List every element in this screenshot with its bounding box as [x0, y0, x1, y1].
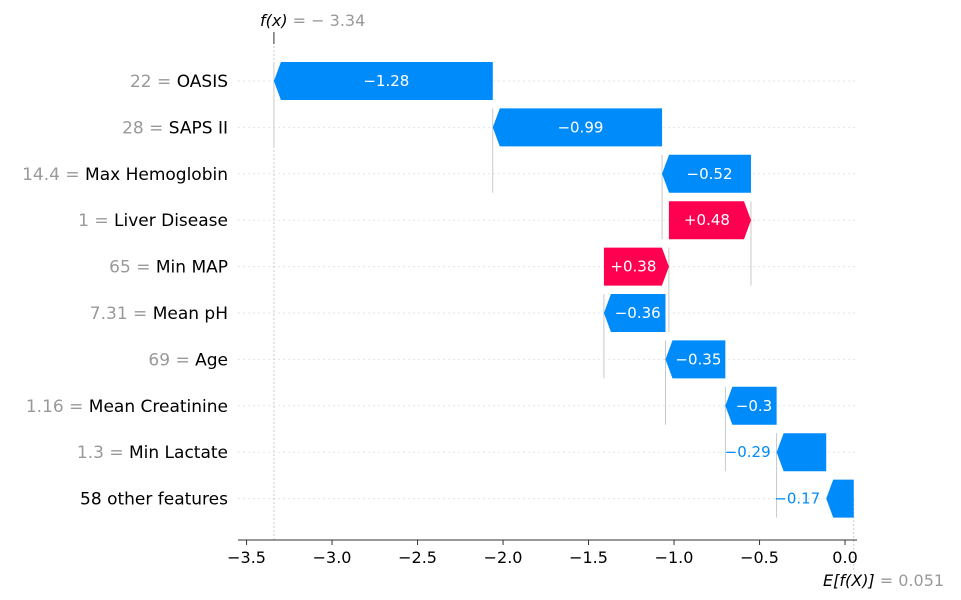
bar-10: [826, 479, 854, 518]
feature-label-3: 14.4 = Max Hemoglobin: [22, 165, 228, 185]
feature-label-9: 1.3 = Min Lactate: [77, 443, 228, 463]
bar-label-8: −0.3: [736, 397, 772, 415]
feature-name: Mean pH: [153, 304, 228, 324]
bar-4: [668, 201, 751, 240]
feature-eq: =: [64, 397, 89, 417]
feature-label-8: 1.16 = Mean Creatinine: [26, 397, 228, 417]
x-tick-label: −3.0: [313, 548, 352, 567]
feature-label-6: 7.31 = Mean pH: [90, 304, 228, 324]
feature-name: Max Hemoglobin: [85, 165, 228, 185]
bar-label-6: −0.36: [615, 304, 661, 322]
feature-eq: =: [60, 165, 85, 185]
feature-label-10: 58 other features: [80, 490, 228, 510]
feature-name: Age: [195, 350, 228, 370]
bar-6: [603, 294, 666, 332]
feature-name: Liver Disease: [114, 211, 228, 231]
feature-value: 1: [78, 211, 89, 231]
x-tick-label: −2.5: [398, 548, 437, 567]
feature-name: 58 other features: [80, 490, 228, 510]
x-tick-label: −3.5: [227, 548, 266, 567]
feature-value: 1.16: [26, 397, 64, 417]
bar-3: [662, 154, 751, 193]
feature-value: 7.31: [90, 304, 128, 324]
bar-label-4: +0.48: [684, 211, 730, 229]
bar-8: [725, 386, 777, 425]
feature-value: 69: [148, 350, 170, 370]
feature-value: 22: [130, 72, 152, 92]
bar-label-7: −0.35: [675, 350, 721, 368]
x-tick-label: −1.0: [655, 548, 694, 567]
feature-label-5: 65 = Min MAP: [109, 258, 228, 278]
feature-value: 65: [109, 258, 131, 278]
feature-name: SAPS II: [169, 118, 228, 138]
feature-eq: =: [89, 211, 114, 231]
efx-value: 0.051: [898, 571, 944, 590]
bar-9: [776, 433, 827, 472]
feature-labels: 22 = OASIS 28 = SAPS II 14.4 = Max Hemoglo…: [22, 72, 228, 510]
feature-eq: =: [104, 443, 129, 463]
fx-value: − 3.34: [311, 11, 365, 30]
bar-label-2: −0.99: [557, 118, 603, 136]
bar-7: [665, 340, 726, 379]
efx-annotation: E[f(X)] = 0.051: [823, 571, 944, 590]
feature-value: 1.3: [77, 443, 104, 463]
x-axis: −3.5 −3.0 −2.5 −2.0 −1.5 −1.0 −0.5 0.0: [227, 539, 858, 567]
feature-eq: =: [128, 304, 153, 324]
x-tick-label: −2.0: [484, 548, 523, 567]
bar-label-5: +0.38: [610, 258, 656, 276]
bars: −1.28 −0.99 −0.52 +0.48 +0.38 −0.36 −0.35 −0.3 −…: [273, 62, 854, 518]
bar-5: [603, 247, 669, 286]
bar-1: [273, 62, 493, 100]
efx-eq: =: [875, 571, 899, 590]
feature-value: 28: [122, 118, 144, 138]
feature-eq: =: [152, 72, 177, 92]
feature-name: OASIS: [177, 72, 228, 92]
efx-label: E[f(X)]: [823, 571, 875, 590]
feature-value: 14.4: [22, 165, 60, 185]
x-tick-label: −1.5: [569, 548, 608, 567]
x-tick-label: 0.0: [832, 548, 857, 567]
bar-label-9: −0.29: [725, 443, 771, 461]
fx-annotation: f(x) = − 3.34: [260, 11, 365, 30]
feature-label-2: 28 = SAPS II: [122, 118, 228, 138]
feature-label-4: 1 = Liver Disease: [78, 211, 228, 231]
fx-eq: =: [288, 11, 312, 30]
bar-label-3: −0.52: [687, 165, 733, 183]
feature-name: Min Lactate: [129, 443, 228, 463]
fx-label: f(x): [260, 11, 288, 30]
feature-eq: =: [144, 118, 169, 138]
x-tick-label: −0.5: [740, 548, 779, 567]
feature-name: Min MAP: [156, 258, 228, 278]
feature-label-7: 69 = Age: [148, 350, 228, 370]
feature-eq: =: [170, 350, 195, 370]
feature-eq: =: [131, 258, 156, 278]
feature-label-1: 22 = OASIS: [130, 72, 228, 92]
reference-lines: [273, 32, 855, 570]
bar-label-10: −0.17: [774, 490, 820, 508]
feature-name: Mean Creatinine: [89, 397, 228, 417]
bar-label-1: −1.28: [363, 72, 409, 90]
bar-2: [492, 108, 663, 147]
